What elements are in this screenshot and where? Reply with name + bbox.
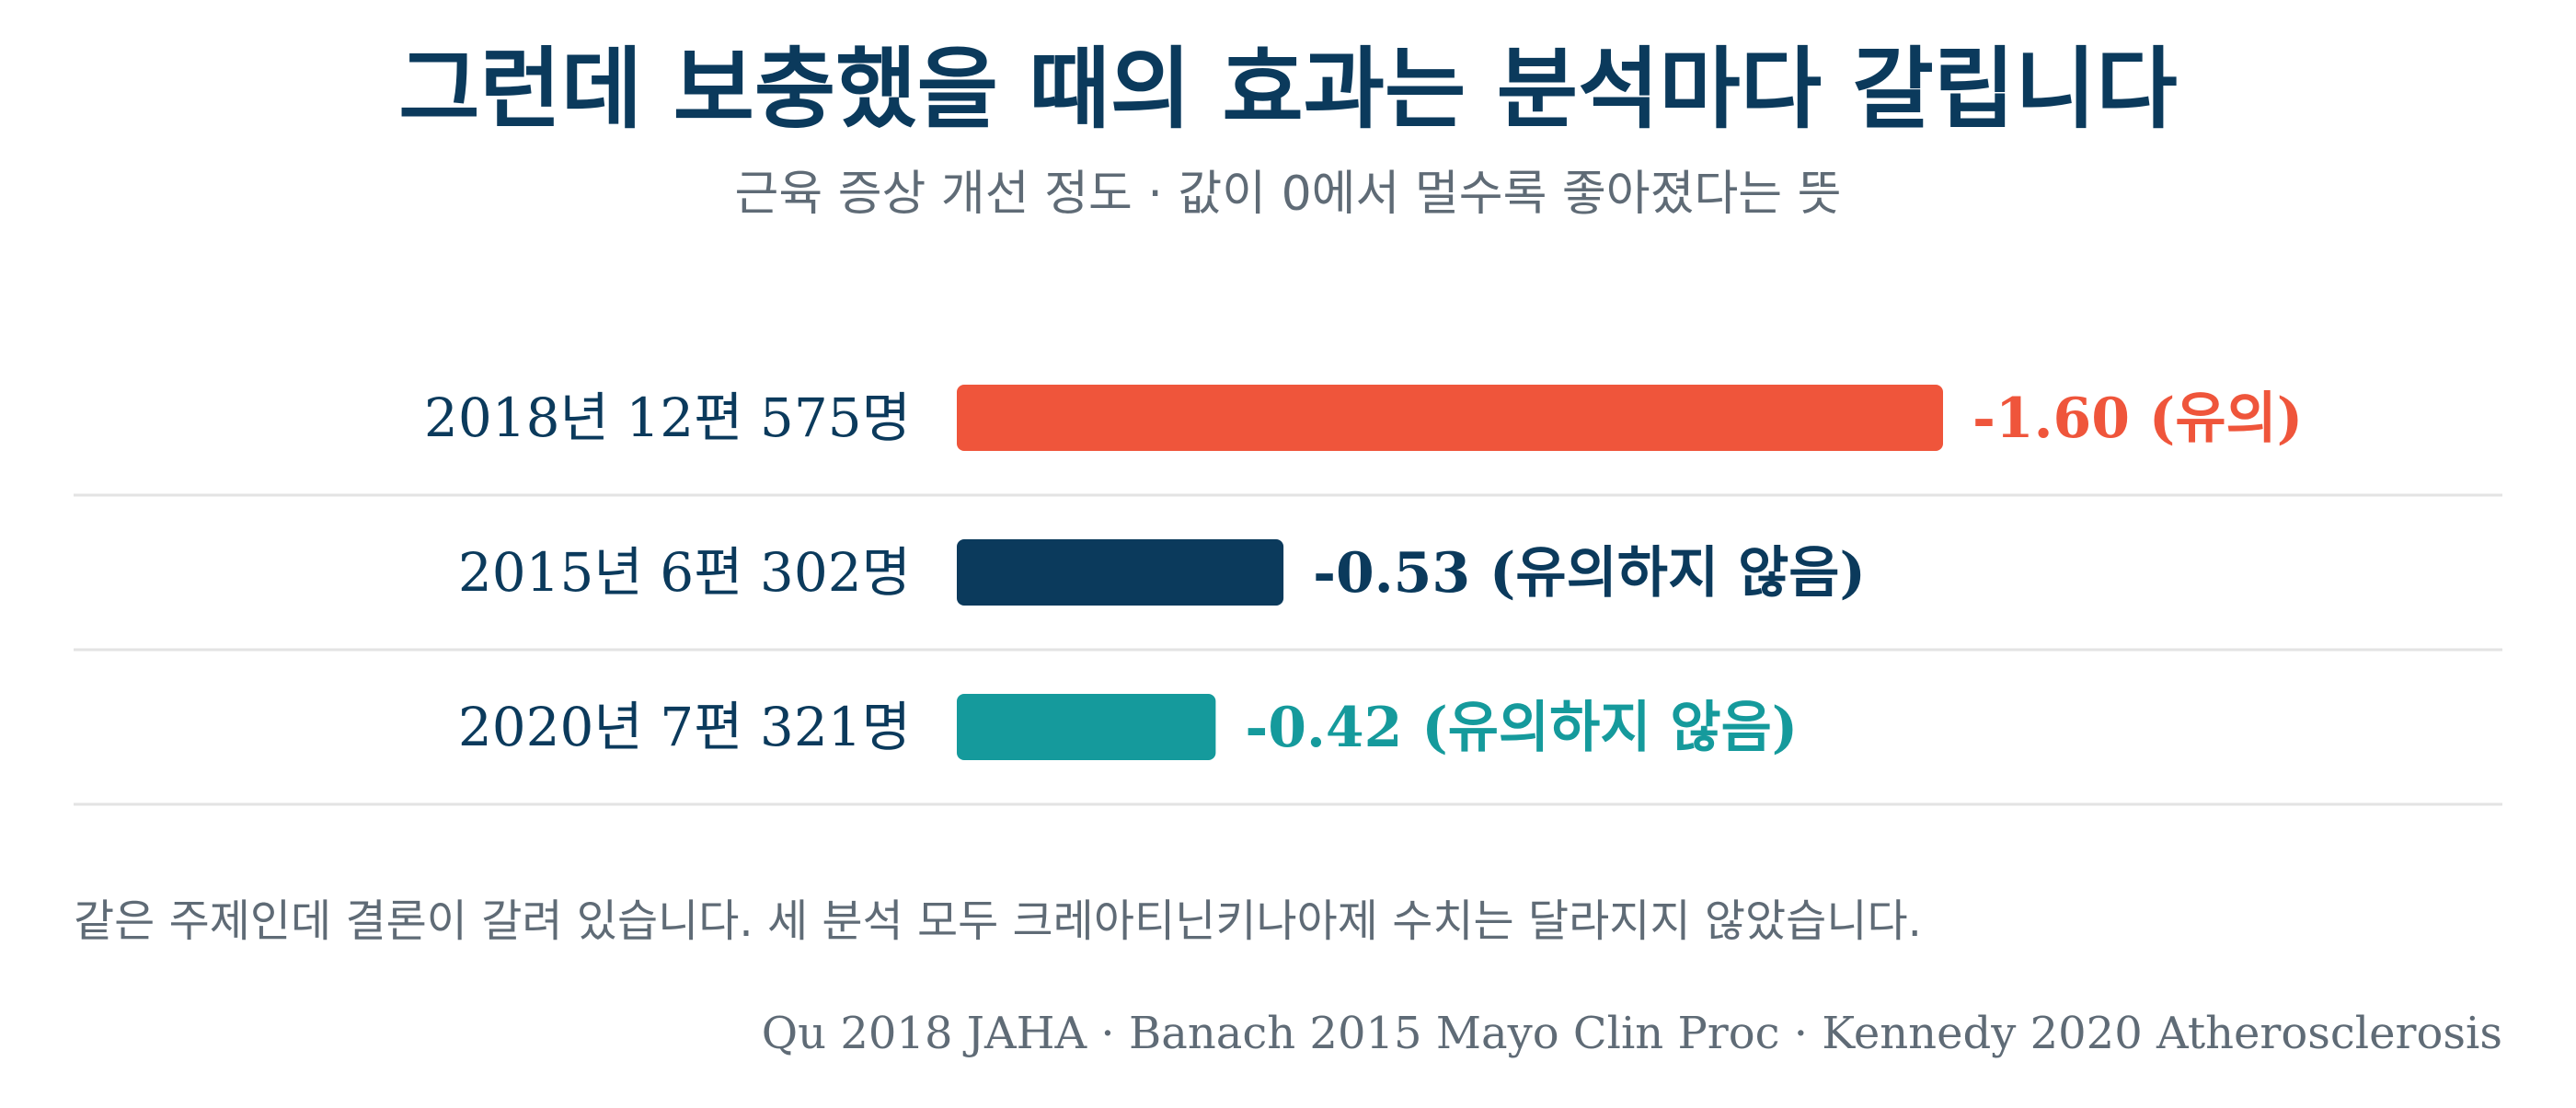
chart-subtitle: 근육 증상 개선 정도 · 값이 0에서 멀수록 좋아졌다는 뜻 [734, 167, 1841, 222]
value-label: -0.42 (유의하지 않음) [1245, 696, 1798, 760]
bar [957, 385, 1943, 451]
bar-group: 2018년 12편 575명 -1.60 (유의) 2015년 6편 302명 -0.… [74, 385, 2502, 806]
bar [957, 539, 1284, 606]
category-label: 2018년 12편 575명 [424, 387, 911, 449]
category-label: 2015년 6편 302명 [458, 541, 911, 604]
value-label: -1.60 (유의) [1972, 387, 2303, 451]
bar [957, 694, 1216, 760]
chart-source: Qu 2018 JAHA · Banach 2015 Mayo Clin Pro… [762, 1008, 2502, 1059]
chart-note: 같은 주제인데 결론이 갈려 있습니다. 세 분석 모두 크레아티닌키나아제 수… [74, 895, 1922, 947]
chart-title: 그런데 보충했을 때의 효과는 분석마다 갈립니다 [398, 38, 2178, 141]
value-label: -0.53 (유의하지 않음) [1313, 541, 1866, 606]
category-label: 2020년 7편 321명 [458, 696, 911, 758]
